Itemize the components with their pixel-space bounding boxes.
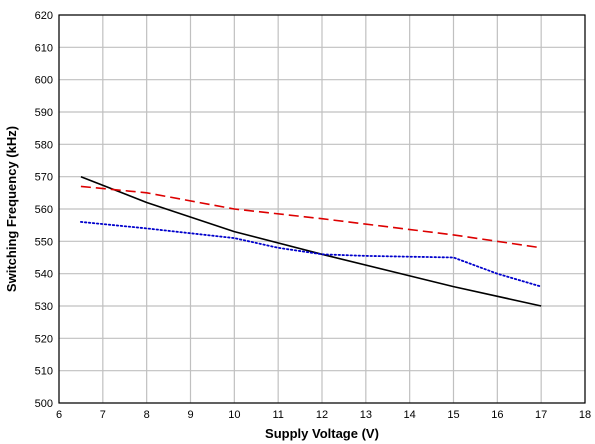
y-tick-label: 550 xyxy=(35,236,53,248)
series-line-solid xyxy=(80,175,542,307)
x-tick-label: 12 xyxy=(316,409,328,421)
series-layer xyxy=(80,175,543,307)
y-tick-label: 520 xyxy=(35,333,53,345)
x-tick-label: 7 xyxy=(100,409,106,421)
y-tick-label: 620 xyxy=(35,10,53,22)
y-tick-label: 540 xyxy=(35,269,53,281)
y-tick-label: 580 xyxy=(35,139,53,151)
y-tick-labels: 500 510 520 530 540 550 560 570 580 590 600 610 620 xyxy=(35,10,53,410)
x-tick-label: 18 xyxy=(579,409,591,421)
y-tick-label: 510 xyxy=(35,366,53,378)
y-tick-label: 610 xyxy=(35,42,53,54)
series-line-dotted xyxy=(80,220,543,288)
y-tick-label: 530 xyxy=(35,301,53,313)
x-axis-title: Supply Voltage (V) xyxy=(265,426,379,441)
grid xyxy=(58,14,586,404)
y-tick-label: 600 xyxy=(35,75,53,87)
x-tick-labels: 6 7 8 9 10 11 12 13 14 15 16 17 18 xyxy=(56,409,591,421)
x-tick-label: 15 xyxy=(447,409,459,421)
x-tick-label: 16 xyxy=(491,409,503,421)
x-tick-label: 17 xyxy=(535,409,547,421)
x-tick-label: 14 xyxy=(404,409,416,421)
x-tick-label: 6 xyxy=(56,409,62,421)
y-tick-label: 570 xyxy=(35,172,53,184)
series-line-dashed xyxy=(80,185,542,249)
y-axis-title: Switching Frequency (kHz) xyxy=(4,126,19,292)
x-tick-label: 10 xyxy=(228,409,240,421)
y-tick-label: 560 xyxy=(35,204,53,216)
y-tick-label: 500 xyxy=(35,398,53,410)
x-tick-label: 13 xyxy=(360,409,372,421)
y-tick-label: 590 xyxy=(35,107,53,119)
x-tick-label: 11 xyxy=(272,409,283,421)
x-tick-label: 9 xyxy=(187,409,193,421)
x-tick-label: 8 xyxy=(144,409,150,421)
plot-frame xyxy=(58,14,586,404)
